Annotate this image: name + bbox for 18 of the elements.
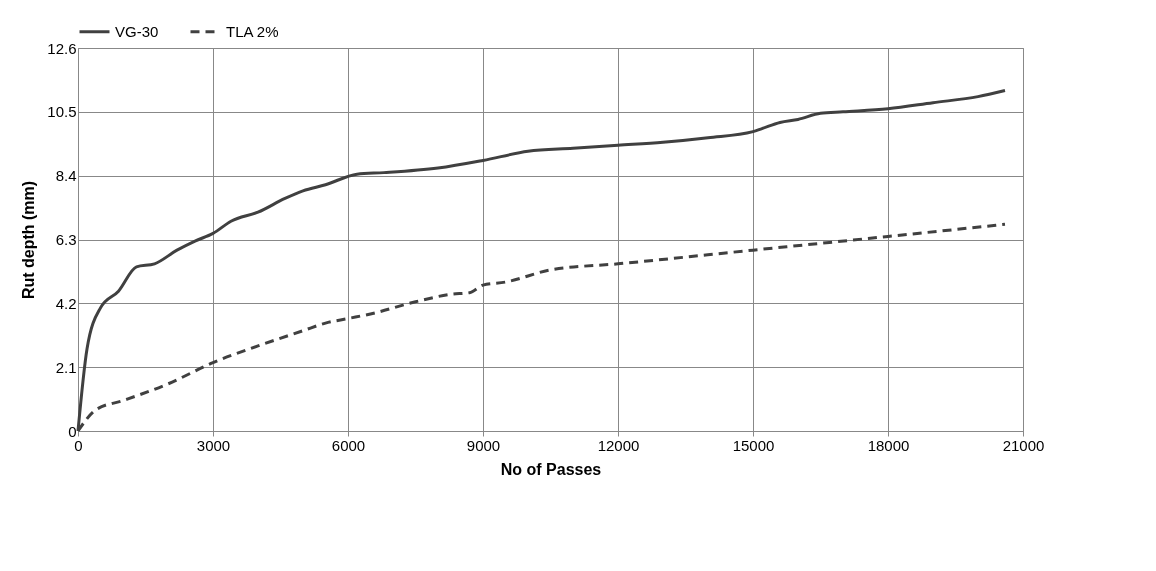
x-tick-label: 12000 (597, 436, 640, 454)
y-tick-label: 4.2 (55, 294, 77, 312)
y-axis-title: Rut depth (mm) (20, 180, 38, 300)
y-tick-label: 2.1 (55, 358, 77, 376)
x-tick-label: 18000 (867, 436, 910, 454)
y-tick-label: 8.4 (55, 167, 77, 185)
x-tick-label: 15000 (732, 436, 775, 454)
x-tick-label: 3000 (196, 436, 231, 454)
legend-label: TLA 2% (226, 22, 279, 40)
x-tick-label: 6000 (331, 436, 366, 454)
x-tick-label: 9000 (466, 436, 501, 454)
y-tick-label: 6.3 (55, 231, 77, 248)
y-tick-label: 0 (68, 422, 77, 440)
legend-label: VG-30 (115, 22, 159, 40)
y-tick-label: 12.6 (47, 39, 77, 57)
x-axis-title: No of Passes (500, 460, 602, 478)
x-tick-label: 21000 (1002, 436, 1045, 454)
y-tick-label: 10.5 (47, 103, 77, 121)
